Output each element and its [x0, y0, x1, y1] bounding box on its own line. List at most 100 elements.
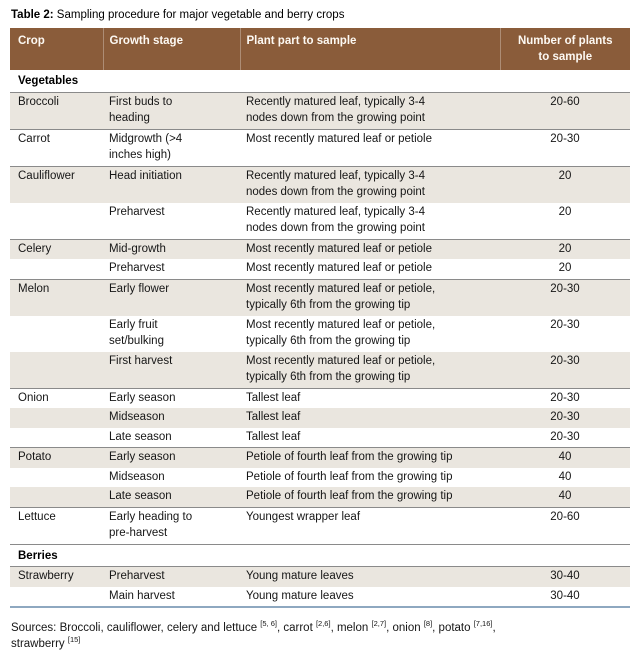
- table-row: Potato Early season Petiole of fourth le…: [10, 447, 630, 468]
- stage-cell: Midseason: [109, 470, 165, 483]
- count-cell: 20-60: [500, 91, 630, 129]
- table-row: Broccoli First buds to heading Recently …: [10, 91, 630, 129]
- part-cell: Petiole of fourth leaf from the growing …: [240, 487, 500, 507]
- citation-ref: [5, 6]: [260, 619, 277, 629]
- part-cell: Tallest leaf: [246, 430, 301, 443]
- stage-cell: Late season: [109, 430, 172, 443]
- part-cell: Youngest wrapper leaf: [240, 506, 500, 544]
- part-cell: Most recently matured leaf or petiole: [240, 238, 500, 259]
- header-crop: Crop: [10, 28, 103, 70]
- crop-cell: [10, 487, 103, 507]
- crop-cell: Broccoli: [10, 91, 103, 129]
- table-row: Late season Petiole of fourth leaf from …: [10, 487, 630, 507]
- count-cell: 30-40: [500, 566, 630, 587]
- part-cell: Most recently matured leaf or petiole, t…: [240, 351, 500, 388]
- part-cell: Tallest leaf: [240, 387, 500, 408]
- part-cell: Most recently matured leaf or petiole: [246, 262, 433, 274]
- table-caption-number: Table 2:: [11, 9, 54, 21]
- sources-text: , melon: [330, 622, 372, 634]
- citation-ref: [2,6]: [315, 619, 331, 629]
- table-caption: Table 2: Sampling procedure for major ve…: [11, 8, 630, 23]
- count-cell: 20-30: [550, 318, 580, 331]
- citation-ref: [15]: [67, 635, 81, 645]
- stage-cell: Midseason: [103, 408, 240, 428]
- citation-ref: [7,16]: [473, 619, 493, 629]
- table-header: Crop Growth stage Plant part to sample N…: [10, 28, 630, 70]
- sources-text: , carrot: [276, 622, 316, 634]
- part-cell: Most recently matured leaf or petiole, t…: [240, 278, 500, 316]
- citation-ref: [8]: [423, 619, 433, 629]
- count-cell: 20-30: [500, 278, 630, 316]
- table-row: Carrot Midgrowth (>4 inches high) Most r…: [10, 128, 630, 166]
- count-cell: 20-60: [500, 506, 630, 544]
- table-row: Late season Tallest leaf 20-30: [10, 428, 630, 448]
- crop-cell: Potato: [10, 447, 103, 468]
- section-label: Berries: [10, 543, 630, 567]
- count-cell: 20-30: [550, 430, 580, 443]
- table-row: Strawberry Preharvest Young mature leave…: [10, 566, 630, 587]
- sampling-table: Crop Growth stage Plant part to sample N…: [10, 28, 630, 608]
- count-cell: 40: [558, 470, 572, 483]
- part-cell: Recently matured leaf, typically 3-4 nod…: [246, 205, 425, 235]
- header-number-of-plants: Number of plants to sample: [499, 28, 630, 70]
- table-row: Midseason Tallest leaf 20-30: [10, 408, 630, 428]
- stage-cell: First harvest: [103, 351, 240, 388]
- count-cell: 20: [558, 205, 572, 218]
- table-row: Preharvest Recently matured leaf, typica…: [10, 203, 630, 240]
- count-cell: 20-30: [500, 128, 630, 166]
- section-row-vegetables: Vegetables: [10, 70, 630, 92]
- count-cell: 40: [500, 447, 630, 468]
- crop-cell: Melon: [10, 278, 103, 316]
- stage-cell: Mid-growth: [103, 238, 240, 259]
- stage-cell: Preharvest: [109, 262, 165, 274]
- count-cell: 30-40: [500, 586, 630, 608]
- crop-cell: [10, 203, 103, 240]
- sources-text: Sources: Broccoli, cauliflower, celery a…: [11, 622, 261, 634]
- crop-cell: [10, 351, 103, 388]
- stage-cell: Early season: [103, 447, 240, 468]
- table-row: First harvest Most recently matured leaf…: [10, 351, 630, 388]
- table-row: Onion Early season Tallest leaf 20-30: [10, 387, 630, 408]
- count-cell: 20: [558, 262, 572, 274]
- part-cell: Recently matured leaf, typically 3-4 nod…: [240, 91, 500, 129]
- section-row-berries: Berries: [10, 543, 630, 567]
- crop-cell: Strawberry: [10, 566, 103, 587]
- part-cell: Most recently matured leaf or petiole, t…: [246, 318, 436, 348]
- stage-cell: Late season: [103, 487, 240, 507]
- stage-cell: Midgrowth (>4 inches high): [103, 128, 240, 166]
- part-cell: Tallest leaf: [240, 408, 500, 428]
- stage-cell: Early season: [103, 387, 240, 408]
- table-row: Early fruit set/bulking Most recently ma…: [10, 316, 630, 352]
- table-row: Cauliflower Head initiation Recently mat…: [10, 165, 630, 203]
- stage-cell: Early heading to pre-harvest: [103, 506, 240, 544]
- part-cell: Young mature leaves: [240, 586, 500, 608]
- crop-cell: Onion: [10, 387, 103, 408]
- part-cell: Young mature leaves: [240, 566, 500, 587]
- crop-cell: [10, 468, 103, 488]
- stage-cell: First buds to heading: [103, 91, 240, 129]
- count-cell: 20: [500, 238, 630, 259]
- count-cell: 20-30: [500, 408, 630, 428]
- stage-cell: Preharvest: [109, 205, 165, 218]
- section-label: Vegetables: [18, 75, 79, 87]
- stage-cell: Head initiation: [103, 165, 240, 203]
- crop-cell: Lettuce: [10, 506, 103, 544]
- table-row: Main harvest Young mature leaves 30-40: [10, 586, 630, 608]
- header-row: Crop Growth stage Plant part to sample N…: [10, 28, 630, 70]
- table-row: Melon Early flower Most recently matured…: [10, 278, 630, 316]
- stage-cell: Main harvest: [103, 586, 240, 608]
- table-row: Celery Mid-growth Most recently matured …: [10, 238, 630, 259]
- crop-cell: [10, 408, 103, 428]
- crop-cell: [10, 316, 103, 352]
- part-cell: Petiole of fourth leaf from the growing …: [240, 447, 500, 468]
- crop-cell: [10, 428, 103, 448]
- count-cell: 40: [500, 487, 630, 507]
- count-cell: 20-30: [500, 387, 630, 408]
- table-caption-text: Sampling procedure for major vegetable a…: [53, 9, 345, 21]
- stage-cell: Early flower: [103, 278, 240, 316]
- count-cell: 20-30: [500, 351, 630, 388]
- crop-cell: [10, 259, 103, 279]
- stage-cell: Early fruit set/bulking: [109, 318, 164, 348]
- sources-footnote: Sources: Broccoli, cauliflower, celery a…: [11, 620, 630, 652]
- table-row: Preharvest Most recently matured leaf or…: [10, 259, 630, 279]
